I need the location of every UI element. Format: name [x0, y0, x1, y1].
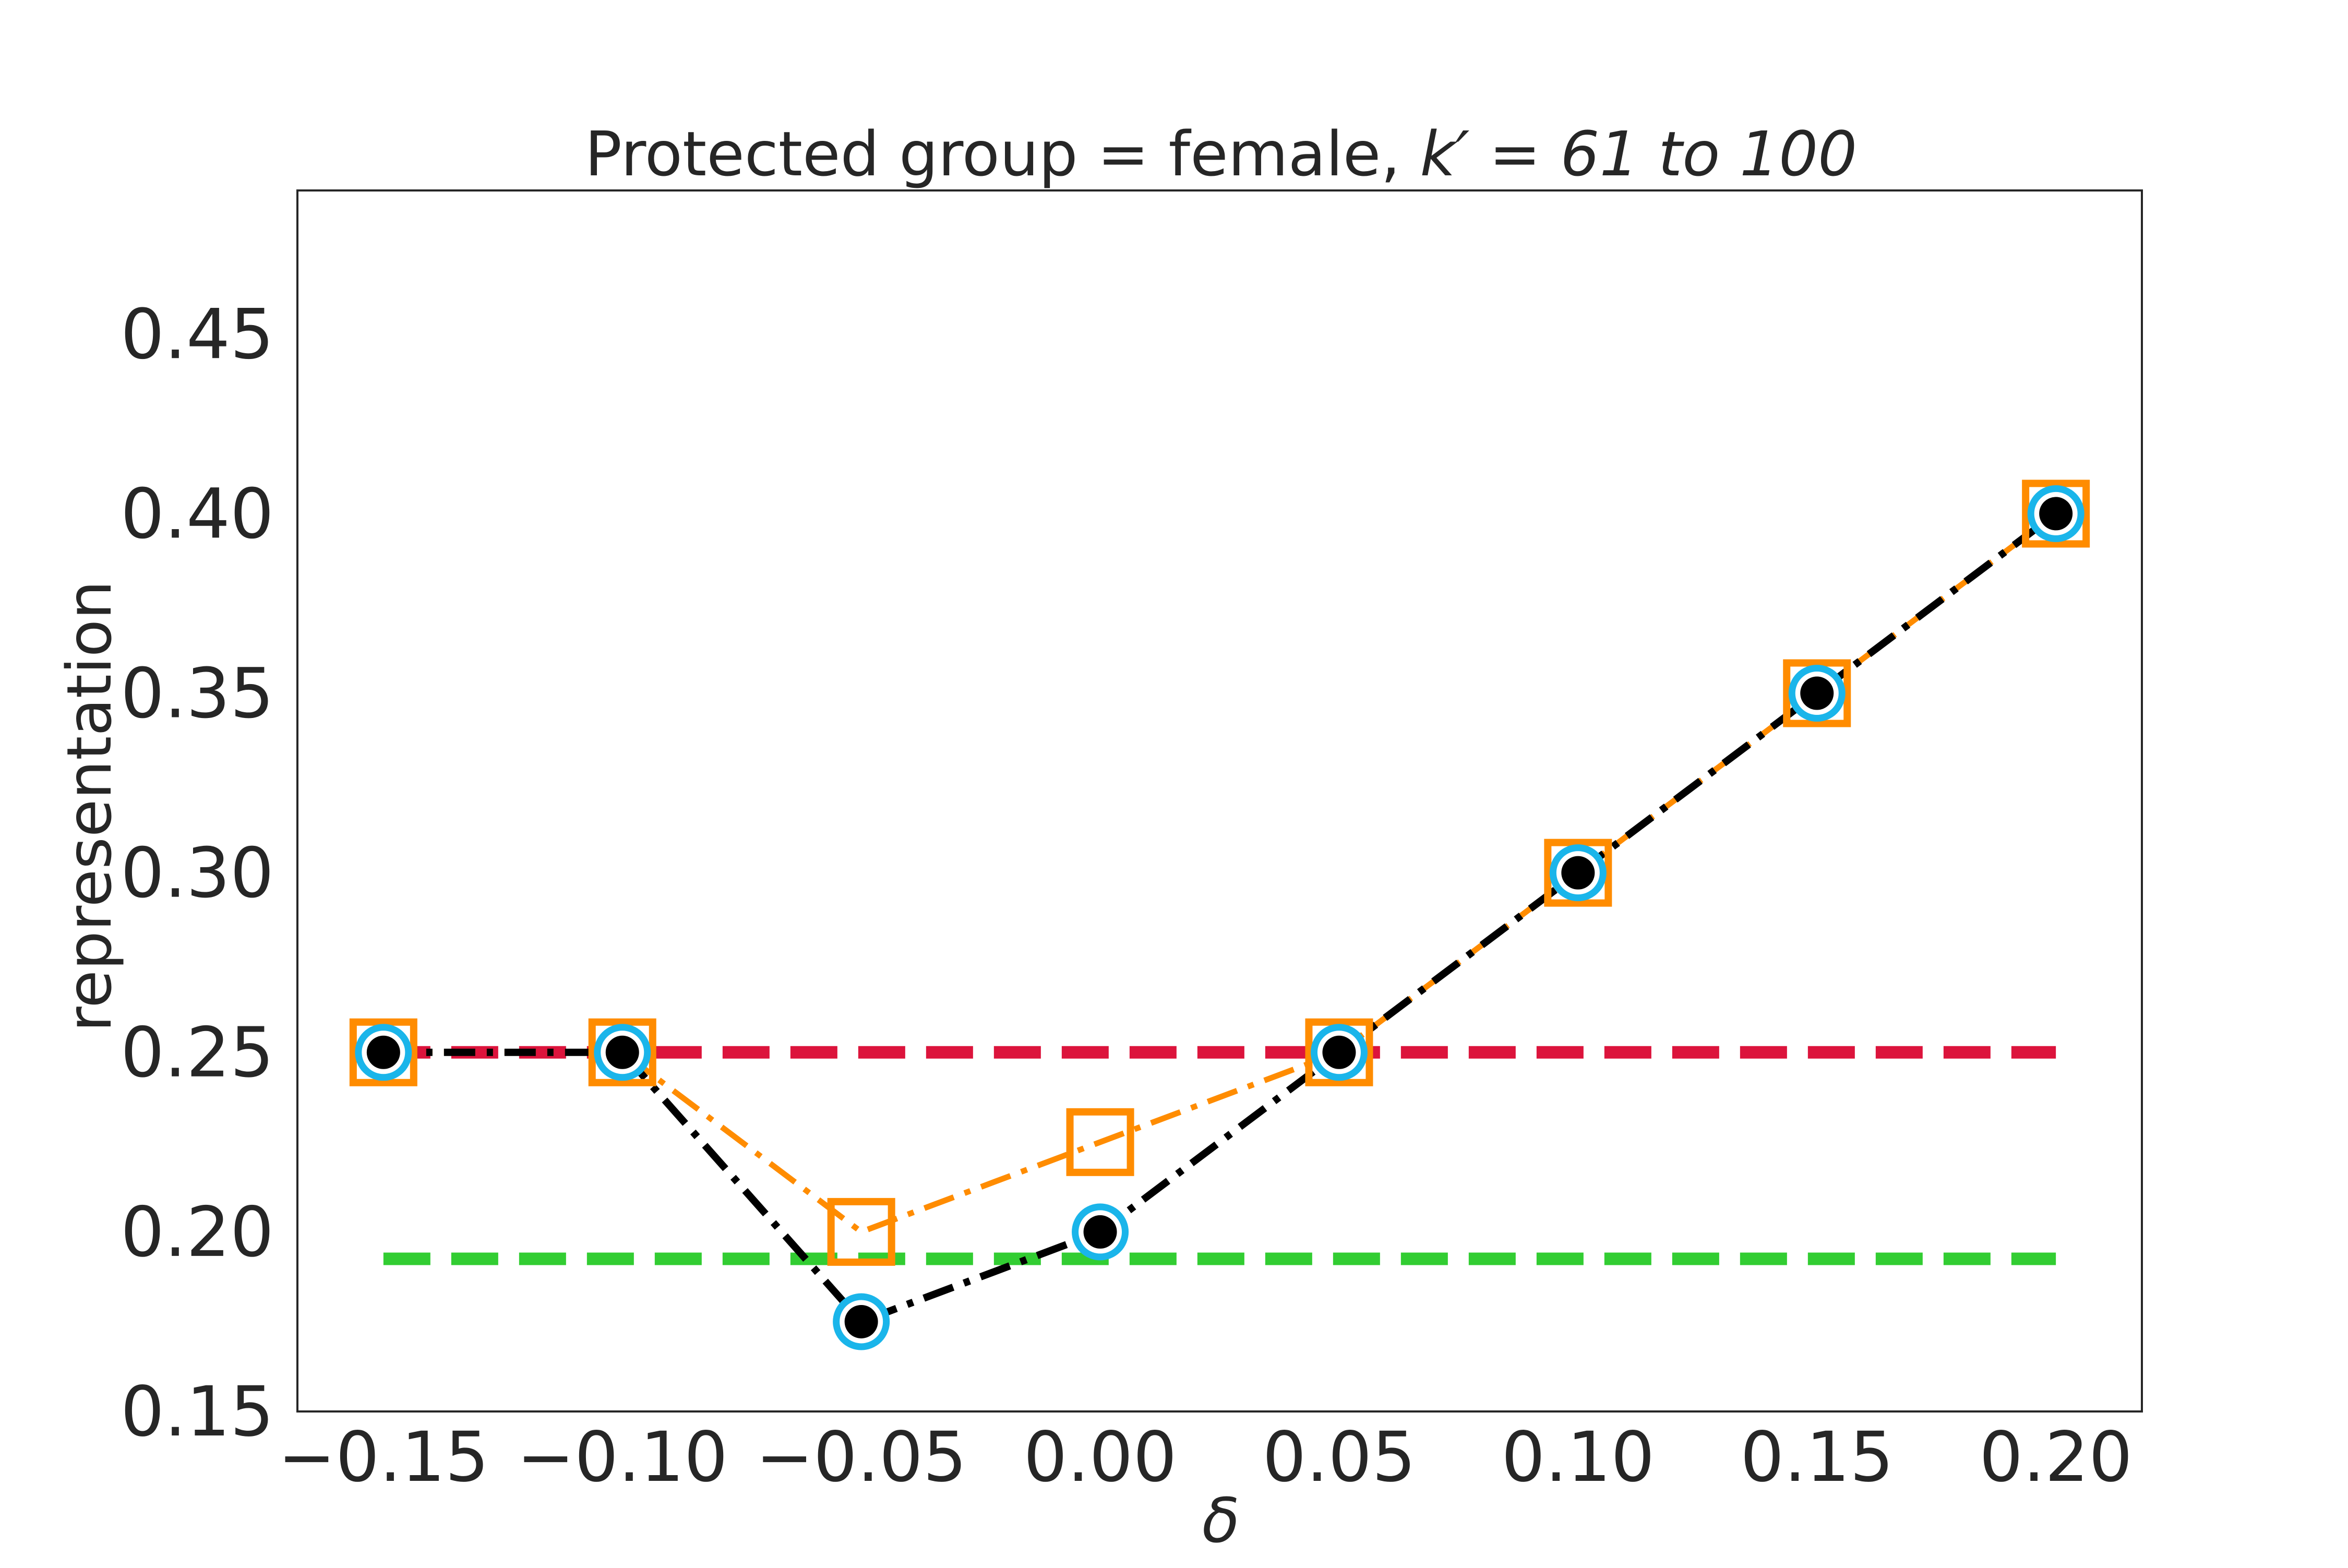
series-3-point	[366, 1035, 400, 1069]
series-lines	[383, 510, 2058, 1325]
x-axis-label: δ	[1202, 1485, 1240, 1557]
plot-frame	[296, 189, 2143, 1413]
series-1-point	[1783, 659, 1851, 727]
y-tick-label: 0.15	[121, 1372, 274, 1452]
series-3-point	[605, 1035, 639, 1069]
series-1-point	[1066, 1108, 1134, 1176]
y-tick-label: 0.45	[121, 294, 274, 375]
x-tick-label: 0.05	[1262, 1417, 1416, 1498]
x-tick-label: −0.15	[278, 1417, 489, 1498]
y-tick-label: 0.25	[121, 1013, 274, 1093]
series-1-point	[2022, 480, 2090, 548]
y-axis-ticks: 0.15 0.20 0.25 0.30 0.35 0.40 0.45	[121, 294, 274, 1452]
x-tick-label: 0.10	[1501, 1417, 1655, 1498]
series-markers	[349, 480, 2090, 1350]
x-tick-label: 0.20	[1979, 1417, 2133, 1498]
chart-title-main: Protected group = female,	[585, 118, 1420, 190]
y-tick-label: 0.30	[121, 833, 274, 914]
series-1-point	[1544, 839, 1612, 907]
chart-title-math: k′ = 61 to 100	[1420, 118, 1857, 190]
x-tick-label: −0.10	[517, 1417, 728, 1498]
x-tick-label: 0.00	[1024, 1417, 1177, 1498]
series-3-point	[1322, 1035, 1356, 1069]
y-tick-label: 0.20	[121, 1192, 274, 1273]
series-3-point	[2039, 497, 2073, 531]
reference-lines	[383, 1046, 2056, 1265]
series-1-point	[349, 1018, 417, 1086]
x-tick-label: 0.15	[1740, 1417, 1894, 1498]
chart-title: Protected group = female, k′ = 61 to 100	[585, 118, 1857, 190]
series-1-point	[827, 1198, 895, 1266]
series-3-point	[1800, 676, 1834, 710]
series-3-point	[1083, 1215, 1117, 1249]
series-3-point	[844, 1304, 878, 1338]
y-tick-label: 0.40	[121, 474, 274, 554]
x-axis-ticks: −0.15 −0.10 −0.05 0.00 0.05 0.10 0.15 0.20	[278, 1417, 2133, 1498]
series-3-line	[383, 510, 2058, 1325]
x-tick-label: −0.05	[756, 1417, 967, 1498]
y-tick-label: 0.35	[121, 654, 274, 734]
y-axis-label: representation	[53, 580, 125, 1032]
series-1-point	[588, 1018, 656, 1086]
series-1-point	[1305, 1018, 1373, 1086]
series-3-point	[1561, 856, 1595, 890]
